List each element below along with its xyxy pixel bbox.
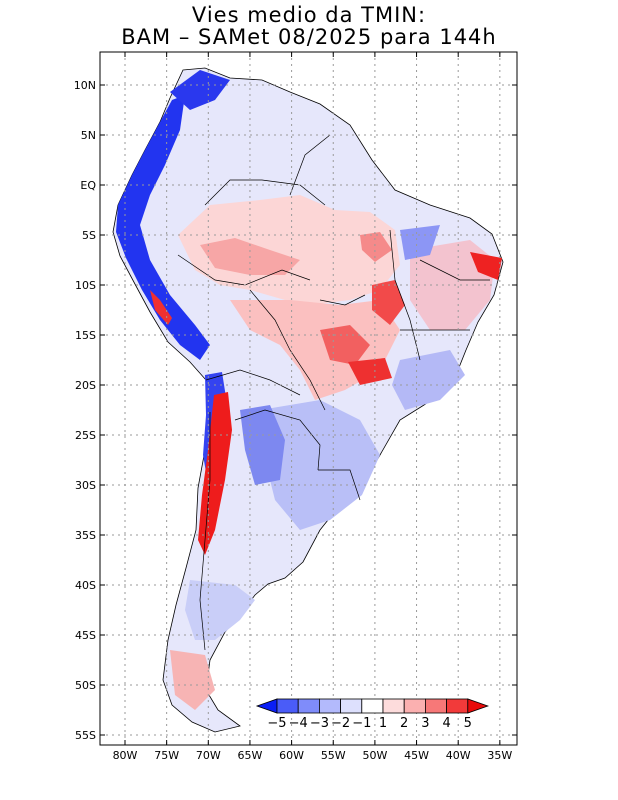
lon-axis: 80W 75W 70W 65W 60W 55W 50W 45W 40W 35W	[113, 52, 512, 762]
lon-tick-label: 60W	[279, 749, 304, 762]
andes-warm-ribbon	[198, 392, 232, 555]
lon-tick-label: 40W	[446, 749, 471, 762]
warm-hotspot-1	[320, 325, 370, 365]
lat-tick-label: 35S	[75, 529, 96, 542]
colorbar-label: 1	[379, 716, 387, 731]
lon-tick-label: 70W	[196, 749, 221, 762]
colorbar-label: −5	[267, 716, 286, 731]
lon-tick-label: 75W	[154, 749, 179, 762]
colorbar-bin	[361, 698, 384, 714]
colorbar-label: 2	[400, 716, 408, 731]
lat-tick-label: 40S	[75, 579, 96, 592]
colorbar-bin	[403, 698, 426, 714]
country-borders	[177, 134, 490, 651]
northeast-coast-warm	[470, 252, 502, 280]
chaco-cool-core	[240, 405, 285, 485]
lon-tick-label: 65W	[238, 749, 263, 762]
colombia-cold	[170, 70, 230, 110]
map-title-line1: Vies medio da TMIN:	[191, 3, 427, 27]
lat-tick-label: 15S	[75, 329, 96, 342]
lat-tick-label: 25S	[75, 429, 96, 442]
border-bolivia-brazil	[249, 289, 326, 411]
border-uruguay	[318, 469, 361, 501]
colorbar-label: 4	[442, 716, 450, 731]
map-title-line2: BAM – SAMet 08/2025 para 144h	[121, 25, 497, 49]
colorbar-label: −3	[310, 716, 329, 731]
state-border-4	[319, 294, 366, 306]
lat-tick-label: 45S	[75, 629, 96, 642]
south-cool-bias	[260, 400, 380, 530]
northeast-mixed	[410, 240, 495, 330]
lat-tick-label: 20S	[75, 379, 96, 392]
border-amazon-north	[204, 179, 326, 206]
colorbar-label: −2	[331, 716, 350, 731]
border-paraguay	[234, 409, 321, 471]
lat-tick-label: 5N	[81, 129, 96, 142]
state-border-1	[389, 229, 421, 361]
colorbar: −5 −4 −3 −2 −1 1 2 3 4 5	[255, 698, 490, 731]
lat-tick-label: 5S	[82, 229, 96, 242]
colorbar-bin	[382, 698, 405, 714]
lat-tick-label: 10N	[74, 79, 96, 92]
bias-field	[112, 67, 504, 733]
colorbar-label: −1	[352, 716, 371, 731]
colorbar-label: 5	[464, 716, 472, 731]
colorbar-bin	[276, 698, 299, 714]
andes-cold-bias	[116, 95, 210, 360]
lat-tick-label: 10S	[75, 279, 96, 292]
border-chile-argentina	[199, 412, 211, 651]
warm-hotspot-4	[360, 232, 392, 262]
colorbar-arrow-high	[467, 698, 490, 714]
border-bolivia-chile	[205, 369, 301, 396]
colorbar-bin	[318, 698, 341, 714]
lat-axis: 10N 5N EQ 5S 10S 15S 20S 25S 30S 35S 40S 45S 50S 55S	[74, 79, 517, 742]
lat-tick-label: 50S	[75, 679, 96, 692]
lat-tick-label: 30S	[75, 479, 96, 492]
colorbar-label: −4	[289, 716, 308, 731]
colorbar-bin	[424, 698, 447, 714]
lon-tick-label: 45W	[404, 749, 429, 762]
colorbar-bin	[446, 698, 469, 714]
state-border-2	[419, 259, 490, 281]
lon-tick-label: 55W	[321, 749, 346, 762]
warm-hotspot-3	[348, 358, 392, 385]
northeast-cool-patch	[400, 225, 440, 260]
lat-tick-label: 55S	[75, 729, 96, 742]
lon-tick-label: 35W	[487, 749, 512, 762]
lon-tick-label: 80W	[113, 749, 138, 762]
grid-lines	[100, 52, 517, 745]
border-venezuela-brazil	[289, 134, 331, 196]
colorbar-bin	[340, 698, 363, 714]
patagonia-warm	[170, 650, 215, 710]
colorbar-label: 3	[421, 716, 429, 731]
amazon-warm-bias	[178, 195, 400, 305]
warm-hotspot-2	[372, 280, 405, 325]
colorbar-bin	[297, 698, 320, 714]
lon-tick-label: 50W	[362, 749, 387, 762]
southeast-cool	[392, 350, 465, 410]
lat-tick-label: EQ	[80, 179, 96, 192]
